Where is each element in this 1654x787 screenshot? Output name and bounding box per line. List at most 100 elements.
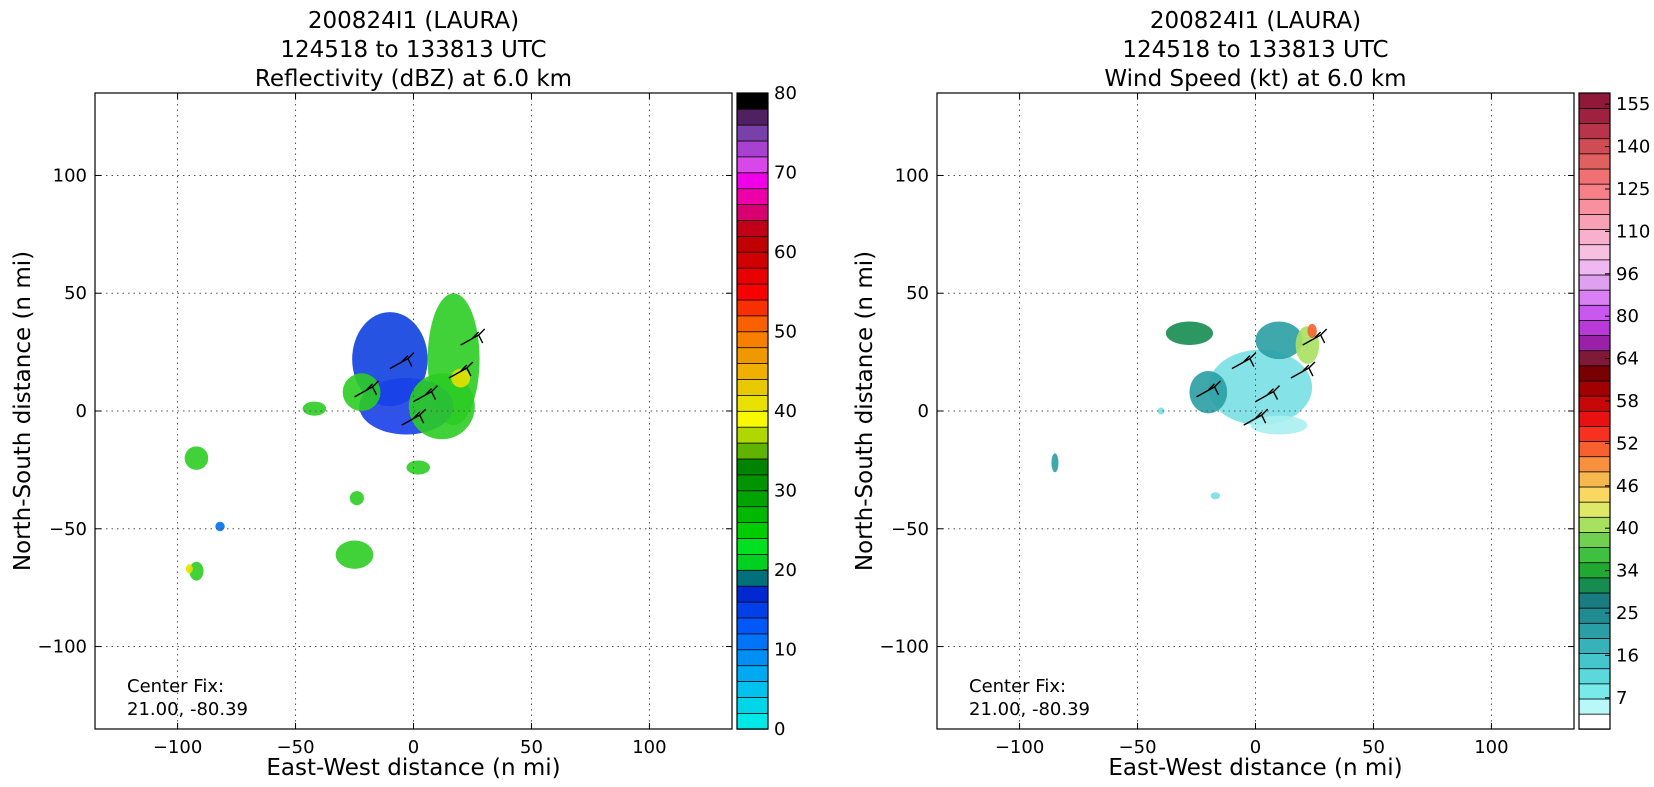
colorbar-tick-label: 40: [774, 401, 797, 422]
y-axis-label: North-South distance (n mi): [852, 251, 878, 571]
colorbar-bin: [1578, 107, 1611, 124]
data-region: [1208, 349, 1313, 426]
colorbar-tick-label: 70: [774, 163, 797, 184]
colorbar-bin: [736, 92, 769, 110]
chart-panel-2: 200824I1 (LAURA) 124518 to 133813 UTC Wind…: [852, 8, 1650, 781]
y-tick-label: 50: [64, 283, 87, 304]
colorbar-frame: [1578, 92, 1611, 730]
center-fix-annotation: 21.00, -80.39: [969, 699, 1090, 720]
colorbar-bin: [1578, 289, 1611, 306]
colorbar-bin: [1578, 153, 1611, 170]
center-fix-annotation: 21.00, -80.39: [127, 699, 248, 720]
colorbar-bin: [1578, 122, 1611, 140]
y-tick-label: 50: [906, 283, 929, 304]
data-region: [1255, 321, 1303, 360]
colorbar-bin: [736, 569, 769, 587]
colorbar-bin: [736, 362, 769, 380]
colorbar-bin: [1578, 577, 1611, 594]
colorbar-bin: [736, 299, 769, 317]
colorbar-bin: [1578, 334, 1611, 352]
colorbar-tick-label: 46: [1616, 476, 1639, 497]
colorbar-bin: [1578, 410, 1611, 427]
colorbar-bin: [736, 172, 769, 190]
colorbar-bin: [736, 665, 769, 683]
colorbar-bin: [736, 585, 769, 603]
x-axis-label: East-West distance (n mi): [266, 755, 560, 781]
center-fix-annotation: Center Fix:: [127, 676, 224, 697]
colorbar-bin: [736, 346, 769, 364]
colorbar-bin: [736, 617, 769, 635]
wind-barb: [1290, 361, 1316, 379]
colorbar-bin: [736, 426, 769, 444]
colorbar-tick-label: 155: [1616, 94, 1650, 115]
colorbar-bin: [736, 505, 769, 523]
colorbar-bin: [736, 267, 769, 285]
colorbar-bin: [1578, 471, 1611, 488]
y-tick-label: −100: [38, 637, 87, 658]
data-region: [1157, 407, 1165, 415]
colorbar-bin: [736, 219, 769, 237]
chart-title-line: Wind Speed (kt) at 6.0 km: [1104, 66, 1406, 92]
colorbar-bin: [1578, 637, 1611, 654]
y-tick-label: −100: [880, 637, 929, 658]
colorbar-bin: [1578, 213, 1611, 230]
colorbar-bin: [736, 442, 769, 460]
colorbar-bin: [736, 490, 769, 508]
colorbar-tick-label: 30: [774, 481, 797, 502]
colorbar-bin: [1578, 683, 1611, 700]
colorbar-bin: [1578, 92, 1611, 109]
colorbar-bin: [736, 203, 769, 221]
data-region: [185, 564, 193, 574]
chart-title-line: Reflectivity (dBZ) at 6.0 km: [255, 66, 572, 92]
colorbar-bin: [736, 680, 769, 698]
colorbar-bin: [736, 235, 769, 253]
colorbar-bin: [1578, 274, 1611, 291]
colorbar-bin: [1578, 425, 1611, 442]
colorbar-bin: [1578, 456, 1611, 473]
data-region: [1165, 321, 1214, 346]
y-tick-label: −50: [49, 519, 87, 540]
colorbar-bin: [736, 315, 769, 333]
colorbar-bin: [736, 251, 769, 269]
data-region: [1051, 453, 1059, 473]
colorbar-bin: [736, 649, 769, 667]
colorbar-bin: [736, 156, 769, 174]
colorbar-bin: [736, 521, 769, 539]
colorbar-bin: [1578, 319, 1611, 336]
x-tick-label: −50: [1119, 737, 1157, 758]
colorbar-bin: [1578, 259, 1611, 276]
colorbar-tick-label: 40: [1616, 518, 1639, 539]
data-region: [406, 460, 431, 475]
colorbar-tick-label: 10: [774, 640, 797, 661]
wind-barb: [1255, 385, 1280, 403]
colorbar-bin: [736, 537, 769, 555]
colorbar-tick-label: 80: [774, 83, 797, 104]
y-axis-label: North-South distance (n mi): [10, 251, 36, 571]
wind-barb: [401, 408, 427, 426]
y-tick-label: 100: [53, 165, 87, 186]
colorbar-bin: [736, 458, 769, 476]
x-tick-label: 100: [632, 737, 666, 758]
x-tick-label: −100: [153, 737, 202, 758]
chart-title-line: 124518 to 133813 UTC: [280, 37, 546, 63]
data-region: [408, 373, 475, 440]
chart-title-line: 200824I1 (LAURA): [1150, 8, 1361, 34]
colorbar-bin: [1578, 380, 1611, 397]
colorbar-tick-label: 96: [1616, 264, 1639, 285]
colorbar-tick-label: 7: [1616, 688, 1627, 709]
colorbar-bin: [736, 124, 769, 142]
wind-barb: [1231, 352, 1257, 370]
chart-panel-1: 200824I1 (LAURA) 124518 to 133813 UTC Refl…: [10, 8, 797, 781]
colorbar-bin: [1578, 516, 1611, 533]
wind-barb: [354, 380, 380, 398]
data-region: [302, 401, 327, 416]
wind-barb: [1196, 380, 1222, 398]
colorbar-tick-label: 58: [1616, 391, 1639, 412]
colorbar-bin: [1578, 198, 1611, 215]
data-region: [335, 540, 374, 569]
x-tick-label: 0: [1250, 737, 1261, 758]
colorbar-tick-label: 50: [774, 322, 797, 343]
colorbar-bin: [1578, 365, 1611, 382]
data-region: [1210, 492, 1221, 500]
colorbar-tick-label: 20: [774, 560, 797, 581]
